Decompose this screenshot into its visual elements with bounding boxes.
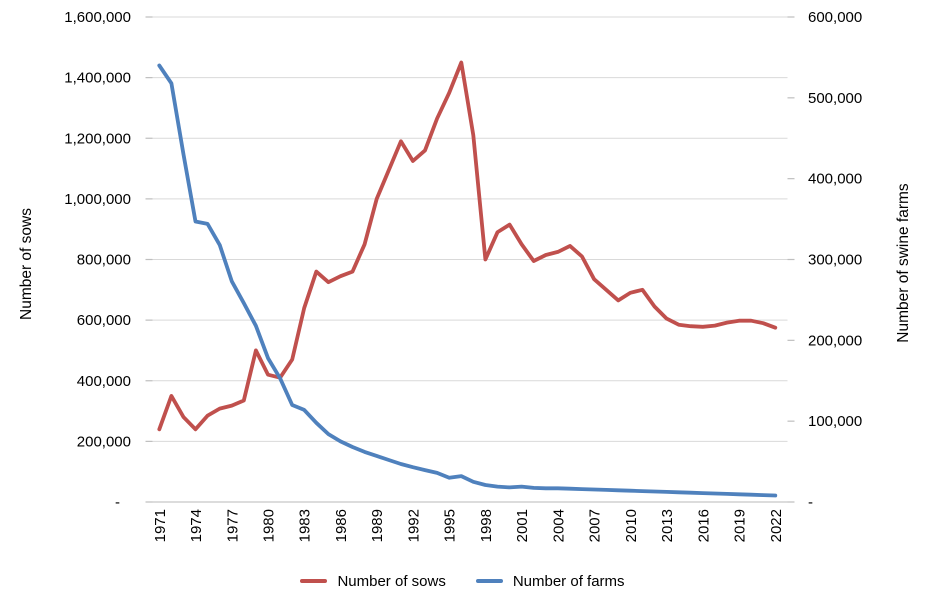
x-axis-tick-label: 2001	[514, 509, 531, 542]
x-axis-tick-label: 2022	[768, 509, 785, 542]
right-axis-tick-label: 300,000	[808, 252, 862, 269]
right-axis-tick-label: 600,000	[808, 9, 862, 26]
x-axis-tick-label: 1977	[224, 509, 241, 542]
legend: Number of sows Number of farms	[0, 569, 925, 593]
left-axis-tick-label: 400,000	[77, 373, 131, 390]
right-axis-tick-label: 400,000	[808, 171, 862, 188]
sows-legend-label: Number of sows	[337, 572, 446, 590]
x-axis-tick-label: 1980	[261, 509, 278, 542]
farms-legend-swatch	[475, 578, 503, 584]
sows-legend-swatch	[300, 578, 328, 584]
x-axis-tick-label: 1992	[405, 509, 422, 542]
left-axis-tick-label: -	[115, 494, 120, 511]
x-axis-tick-label: 1995	[442, 509, 459, 542]
legend-item-sows: Number of sows	[300, 572, 446, 590]
right-axis-tick-label: 100,000	[808, 413, 862, 430]
right-axis-tick-label: -	[808, 494, 813, 511]
x-axis-tick-label: 1983	[297, 509, 314, 542]
x-axis-tick-label: 1986	[333, 509, 350, 542]
x-axis-tick-label: 2010	[623, 509, 640, 542]
left-axis-tick-label: 600,000	[77, 312, 131, 329]
right-axis-title: Number of swine farms	[895, 183, 912, 343]
x-axis-tick-label: 1989	[369, 509, 386, 542]
left-axis-tick-label: 1,400,000	[64, 70, 131, 87]
left-axis-tick-label: 800,000	[77, 252, 131, 269]
x-axis-tick-label: 1998	[478, 509, 495, 542]
right-axis-tick-label: 500,000	[808, 90, 862, 107]
x-axis-tick-label: 2013	[659, 509, 676, 542]
x-axis-tick-label: 2007	[587, 509, 604, 542]
sows-line	[157, 60, 778, 432]
farms-legend-label: Number of farms	[512, 572, 625, 590]
x-axis-tick-label: 2004	[550, 509, 567, 542]
left-axis-title: Number of sows	[18, 208, 35, 320]
left-axis-tick-label: 1,600,000	[64, 9, 131, 26]
x-axis-tick-label: 2016	[695, 509, 712, 542]
x-axis-tick-label: 1971	[152, 509, 169, 542]
left-axis-tick-label: 1,000,000	[64, 191, 131, 208]
farms-line	[157, 63, 778, 498]
left-axis-tick-label: 200,000	[77, 433, 131, 450]
x-axis-tick-label: 2019	[732, 509, 749, 542]
x-axis-tick-label: 1974	[188, 509, 205, 542]
left-axis-tick-label: 1,200,000	[64, 130, 131, 147]
legend-item-farms: Number of farms	[475, 572, 625, 590]
right-axis-tick-label: 200,000	[808, 332, 862, 349]
